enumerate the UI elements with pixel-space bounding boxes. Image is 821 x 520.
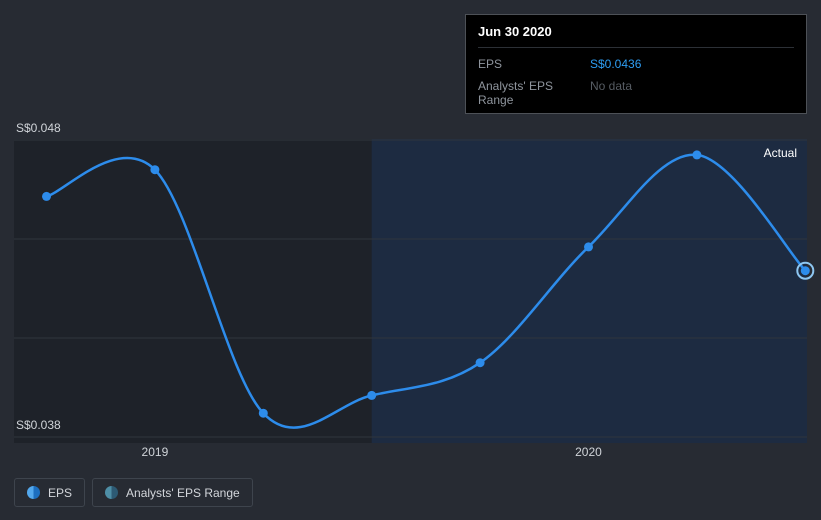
tooltip-analysts-range-label: Analysts' EPS Range (478, 79, 553, 107)
actual-region (371, 139, 807, 443)
x-axis-label: 2020 (575, 445, 602, 459)
analysts-eps-range-series-icon (105, 486, 119, 499)
legend-eps-label: EPS (48, 485, 73, 500)
y-axis-label: S$0.038 (16, 418, 61, 432)
data-point[interactable] (800, 266, 810, 276)
tooltip-row-analysts-range: Analysts' EPS Range No data (478, 75, 794, 111)
y-axis-label: S$0.048 (16, 121, 61, 135)
tooltip-analysts-range-value: No data (590, 79, 633, 93)
tooltip-date: Jun 30 2020 (478, 24, 552, 39)
data-point[interactable] (258, 408, 268, 418)
data-point[interactable] (150, 165, 160, 175)
actual-region-label: Actual (764, 146, 797, 160)
eps-line-chart: S$0.048 S$0.038 2019 2020 Actual (14, 121, 815, 459)
eps-line (45, 153, 807, 429)
chart-legend: EPS Analysts' EPS Range (14, 478, 253, 507)
data-point[interactable] (367, 390, 377, 400)
data-point[interactable] (42, 191, 51, 201)
x-axis-label: 2019 (142, 445, 169, 459)
tooltip-eps-value: S$0.0436 (590, 57, 642, 71)
highlighted-point-ring (796, 261, 815, 280)
data-point[interactable] (584, 242, 593, 252)
chart-tooltip: Jun 30 2020 EPS S$0.0436 Analysts' EPS R… (465, 14, 807, 114)
legend-analysts-eps-range-label: Analysts' EPS Range (126, 485, 240, 500)
tooltip-row-eps: EPS S$0.0436 (478, 53, 794, 75)
eps-series-icon (27, 486, 40, 499)
data-point[interactable] (692, 150, 702, 160)
data-point[interactable] (475, 358, 485, 368)
legend-analysts-eps-range[interactable]: Analysts' EPS Range (92, 478, 253, 507)
tooltip-eps-label: EPS (478, 57, 503, 71)
legend-eps[interactable]: EPS (14, 478, 86, 507)
tooltip-divider (478, 47, 794, 48)
